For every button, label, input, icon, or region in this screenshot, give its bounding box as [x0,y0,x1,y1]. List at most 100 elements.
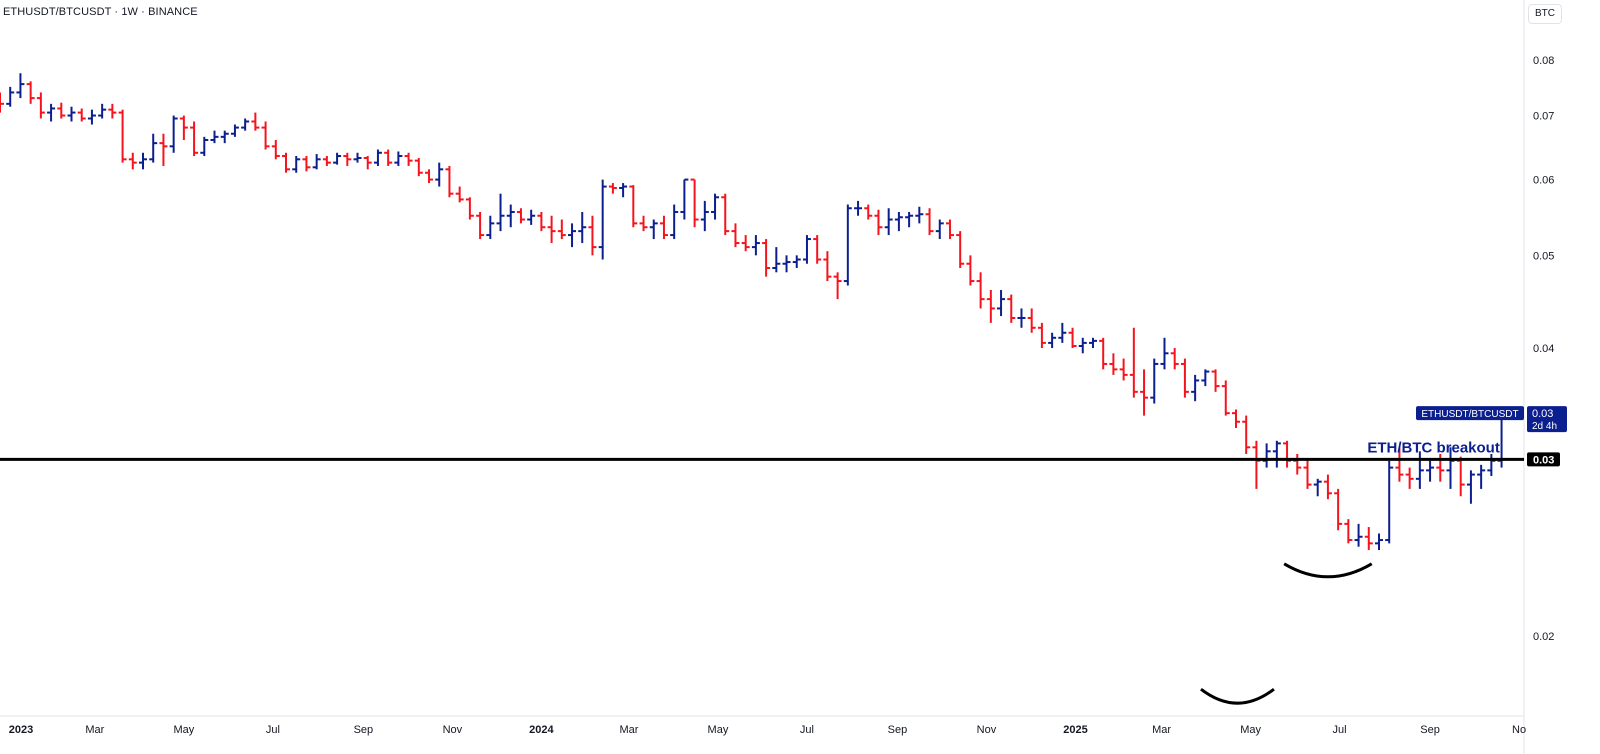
ohlc-bar [6,86,15,107]
ohlc-bar [1078,337,1087,354]
ohlc-bar [1252,440,1261,489]
hline-price-text: 0.03 [1533,454,1554,466]
ohlc-bar [404,152,413,166]
ohlc-bar [445,165,454,198]
ohlc-bar [16,73,25,99]
ohlc-bar [1385,460,1394,544]
ohlc-bar [966,255,975,286]
ohlc-bar [670,204,679,240]
ohlc-bar [578,211,587,244]
y-tick-label: 0.07 [1533,111,1554,123]
ohlc-bar [1466,470,1475,504]
ohlc-bar [1303,460,1312,489]
currency-button[interactable]: BTC [1528,4,1562,24]
ohlc-bar [547,215,556,244]
drawings[interactable]: ETH/BTC breakout [0,439,1524,705]
x-tick-label: May [173,724,194,736]
ohlc-bar [823,251,832,282]
ohlc-bar [721,193,730,236]
symbol-title: ETHUSDT/BTCUSDT · 1W · BINANCE [3,6,198,18]
ohlc-bar [1109,353,1118,375]
ohlc-bar [220,130,229,144]
last-price-tag [1527,406,1567,433]
ohlc-bar [1119,358,1128,381]
rounded-bottom-arc-right[interactable] [1283,562,1373,579]
y-tick-label: 0.05 [1533,250,1554,262]
ohlc-bar [506,204,515,228]
series-name-text: ETHUSDT/BTCUSDT [1421,409,1518,420]
hline-price-tag [1527,452,1560,467]
ohlc-bar [312,154,321,170]
ohlc-bar [1405,467,1414,489]
ohlc-bar [1426,460,1435,482]
ohlc-bar [945,219,954,240]
ohlc-bar [772,247,781,273]
ohlc-bar [557,219,566,240]
x-tick-label: Sep [888,724,908,736]
ohlc-bar [1099,337,1108,370]
ohlc-bar [1058,322,1067,343]
ohlc-bar [128,152,137,170]
ohlc-bar [813,235,822,264]
y-tick-label: 0.08 [1533,55,1554,67]
series-name-tag [1416,406,1524,421]
ohlc-bar [179,115,188,140]
x-tick-label: No [1512,724,1526,736]
ohlc-bar [373,149,382,166]
ohlc-bar [0,92,4,113]
ohlc-bar [251,112,260,131]
ohlc-bar [1354,523,1363,547]
ohlc-bar [894,211,903,232]
ohlc-bar [1283,440,1292,468]
ohlc-bar [792,255,801,268]
breakout-annotation: ETH/BTC breakout [1367,439,1500,456]
ohlc-bar [711,193,720,220]
ohlc-bar [322,156,331,166]
ohlc-bar [425,169,434,184]
ohlc-bar [1007,294,1016,323]
ohlc-bar [1242,415,1251,454]
ohlc-bar [1313,478,1322,497]
ohlc-bars [0,73,1506,551]
ohlc-bar [1160,337,1169,370]
ohlc-bar [833,272,842,300]
ohlc-bar [241,118,250,131]
x-tick-label: Jul [1333,724,1347,736]
ohlc-bar [476,211,485,240]
ohlc-bar [282,152,291,173]
ohlc-bar [139,152,148,170]
ohlc-bar [47,103,56,122]
ohlc-bar [465,197,474,220]
ohlc-bar [986,289,995,323]
ohlc-bar [1272,440,1281,468]
ohlc-bar [1017,308,1026,328]
ohlc-bar [1180,358,1189,398]
ohlc-bar [608,183,617,194]
ohlc-bar [169,115,178,153]
ohlc-bar [1334,488,1343,531]
rounded-bottom-arc-left[interactable] [1200,687,1275,705]
ohlc-bar [210,130,219,144]
ohlc-bar [956,231,965,268]
ohlc-bar [874,209,883,236]
ohlc-bar [782,255,791,273]
ohlc-bar [1027,308,1036,333]
ohlc-bar [343,152,352,166]
ohlc-bar [619,183,628,198]
ohlc-bar [731,223,740,248]
x-tick-label: Mar [85,724,104,736]
ohlc-bar [843,204,852,286]
ohlc-bar [1415,451,1424,489]
ohlc-bar [455,186,464,203]
ohlc-bar [884,208,893,236]
ohlc-bar [997,289,1006,317]
x-tick-label: Sep [354,724,374,736]
ohlc-bar [1129,327,1138,398]
y-tick-label: 0.06 [1533,175,1554,187]
x-tick-label: Sep [1420,724,1440,736]
ohlc-bar [1037,322,1046,349]
ohlc-bar [26,81,35,104]
ohlc-bar [905,211,914,228]
